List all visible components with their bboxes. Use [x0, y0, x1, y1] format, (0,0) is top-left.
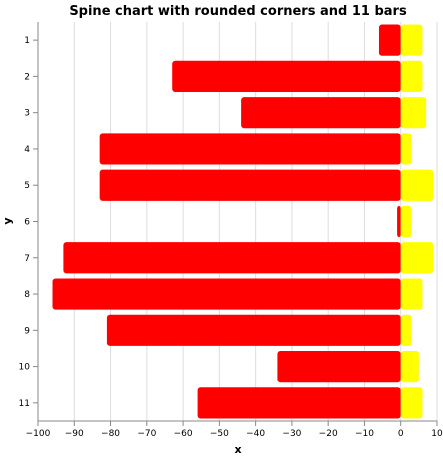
y-tick-label-2: 2 [24, 72, 30, 82]
y-tick-label-5: 5 [24, 181, 30, 191]
x-axis-title: x [234, 443, 241, 456]
bar-series-2-cat-11 [400, 387, 423, 419]
x-tick-label-4: −60 [174, 429, 193, 439]
bar-series-2-cat-5 [400, 169, 434, 201]
x-tick-label-0: −100 [26, 429, 51, 439]
y-tick-label-8: 8 [24, 290, 30, 300]
bar-series-2-cat-2 [400, 60, 423, 93]
bar-series-1-cat-3 [241, 97, 401, 129]
bar-series-1-cat-9 [106, 314, 401, 346]
bar-series-2-cat-1 [400, 24, 423, 56]
x-tick-label-3: −70 [137, 429, 156, 439]
x-tick-label-6: −40 [246, 429, 265, 439]
bar-series-1-cat-7 [63, 242, 401, 274]
bar-series-2-cat-3 [400, 97, 427, 129]
bar-series-1-cat-4 [99, 133, 401, 165]
bars [52, 24, 434, 419]
bar-series-2-cat-9 [400, 314, 412, 346]
bar-series-2-cat-8 [400, 278, 423, 310]
x-tick-label-11: 10 [431, 429, 443, 439]
bar-series-1-cat-5 [99, 169, 401, 201]
chart-title: Spine chart with rounded corners and 11 … [69, 4, 407, 19]
axes: −100 −90 −80 −70 −60 −50 −40 −30 −20 −10 0 10123456… [19, 22, 443, 439]
y-tick-label-9: 9 [24, 326, 30, 336]
bar-series-1-cat-6 [397, 205, 401, 238]
bar-series-1-cat-1 [378, 24, 401, 56]
y-tick-label-7: 7 [24, 254, 30, 264]
y-tick-label-11: 11 [19, 399, 30, 409]
x-tick-label-9: −10 [355, 429, 374, 439]
bar-series-2-cat-4 [400, 133, 412, 165]
y-tick-label-4: 4 [24, 145, 30, 155]
x-tick-label-2: −80 [101, 429, 120, 439]
x-tick-label-7: −30 [282, 429, 301, 439]
x-tick-label-5: −50 [210, 429, 229, 439]
y-tick-label-6: 6 [24, 218, 30, 228]
y-tick-label-1: 1 [24, 36, 30, 46]
y-tick-label-10: 10 [19, 363, 31, 373]
bar-series-1-cat-8 [52, 278, 401, 310]
bar-series-1-cat-2 [172, 60, 401, 93]
y-axis-title: y [1, 217, 14, 224]
bar-series-1-cat-10 [277, 350, 401, 383]
x-tick-label-1: −90 [65, 429, 84, 439]
bar-series-2-cat-10 [400, 350, 419, 383]
bar-series-2-cat-6 [400, 205, 412, 238]
x-tick-label-10: 0 [398, 429, 404, 439]
y-tick-label-3: 3 [24, 109, 30, 119]
x-tick-label-8: −20 [319, 429, 338, 439]
bar-series-1-cat-11 [197, 387, 401, 419]
bar-series-2-cat-7 [400, 242, 434, 274]
